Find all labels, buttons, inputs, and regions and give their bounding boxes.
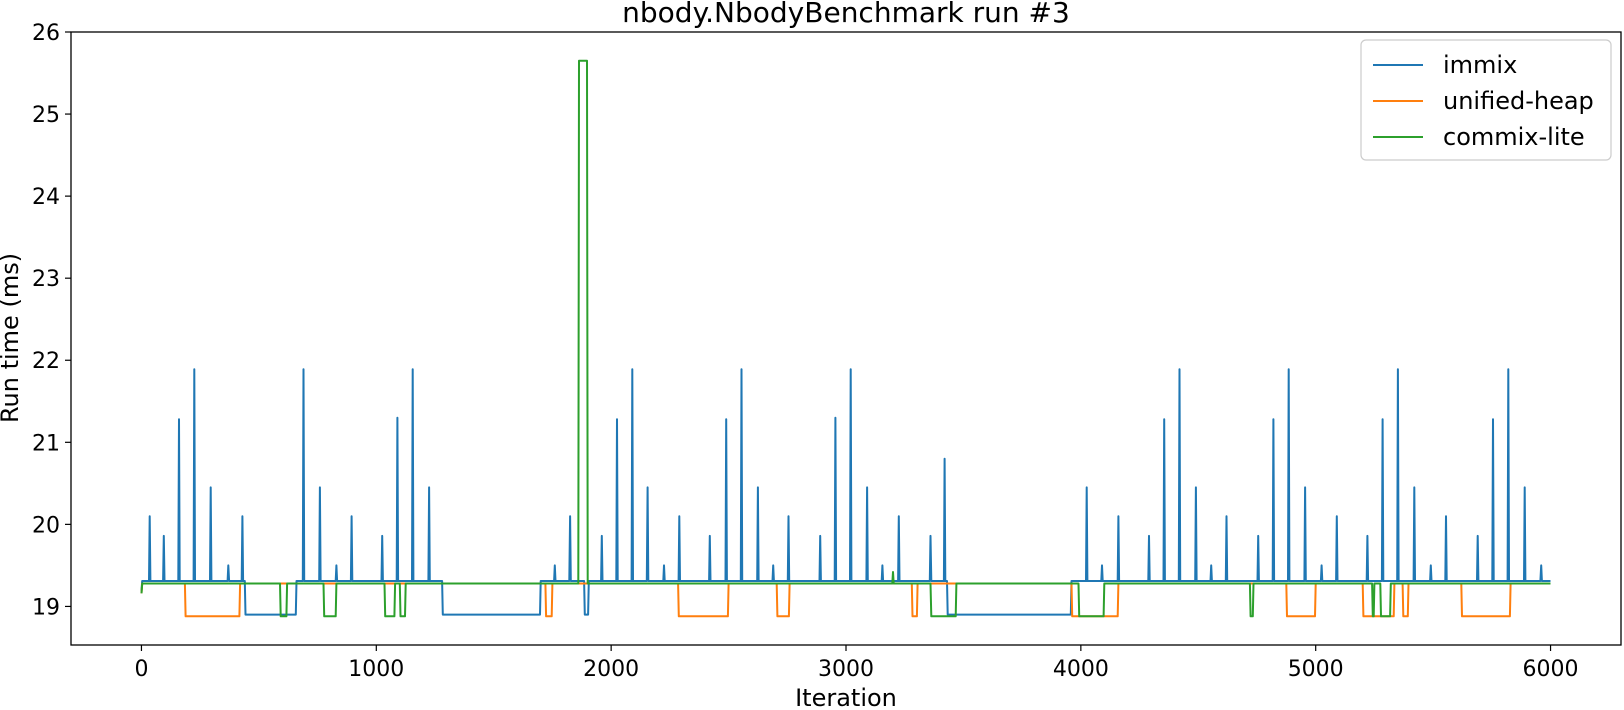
- x-tick-label: 0: [134, 657, 148, 682]
- x-tick-label: 6000: [1523, 657, 1579, 682]
- series-line-immix: [140, 368, 1551, 616]
- y-tick-label: 25: [32, 103, 60, 128]
- y-tick-label: 23: [32, 267, 60, 292]
- series-line-unified-heap: [140, 582, 1551, 618]
- x-axis: 0 1000 2000 3000 4000 5000 6000: [134, 645, 1579, 682]
- legend-label-immix: immix: [1443, 51, 1517, 79]
- y-tick-label: 21: [32, 431, 60, 456]
- x-tick-label: 2000: [583, 657, 639, 682]
- y-tick-label: 26: [32, 21, 60, 46]
- x-tick-label: 1000: [348, 657, 404, 682]
- x-tick-label: 4000: [1053, 657, 1109, 682]
- y-axis: 19 20 21 22 23 24 25 26: [32, 21, 71, 620]
- y-tick-label: 22: [32, 349, 60, 374]
- x-tick-label: 3000: [818, 657, 874, 682]
- x-tick-label: 5000: [1288, 657, 1344, 682]
- legend: immix unified-heap commix-lite: [1360, 39, 1612, 161]
- legend-box: [1360, 39, 1612, 161]
- y-tick-label: 19: [32, 595, 60, 620]
- legend-label-commix-lite: commix-lite: [1443, 123, 1585, 151]
- legend-label-unified-heap: unified-heap: [1443, 87, 1594, 115]
- series-layer: [140, 59, 1551, 618]
- chart-title: nbody.NbodyBenchmark run #3: [622, 0, 1070, 29]
- series-line-commix-lite: [140, 59, 1551, 618]
- y-tick-label: 24: [32, 185, 60, 210]
- y-axis-label: Run time (ms): [0, 253, 24, 423]
- y-tick-label: 20: [32, 513, 60, 538]
- x-axis-label: Iteration: [795, 684, 897, 710]
